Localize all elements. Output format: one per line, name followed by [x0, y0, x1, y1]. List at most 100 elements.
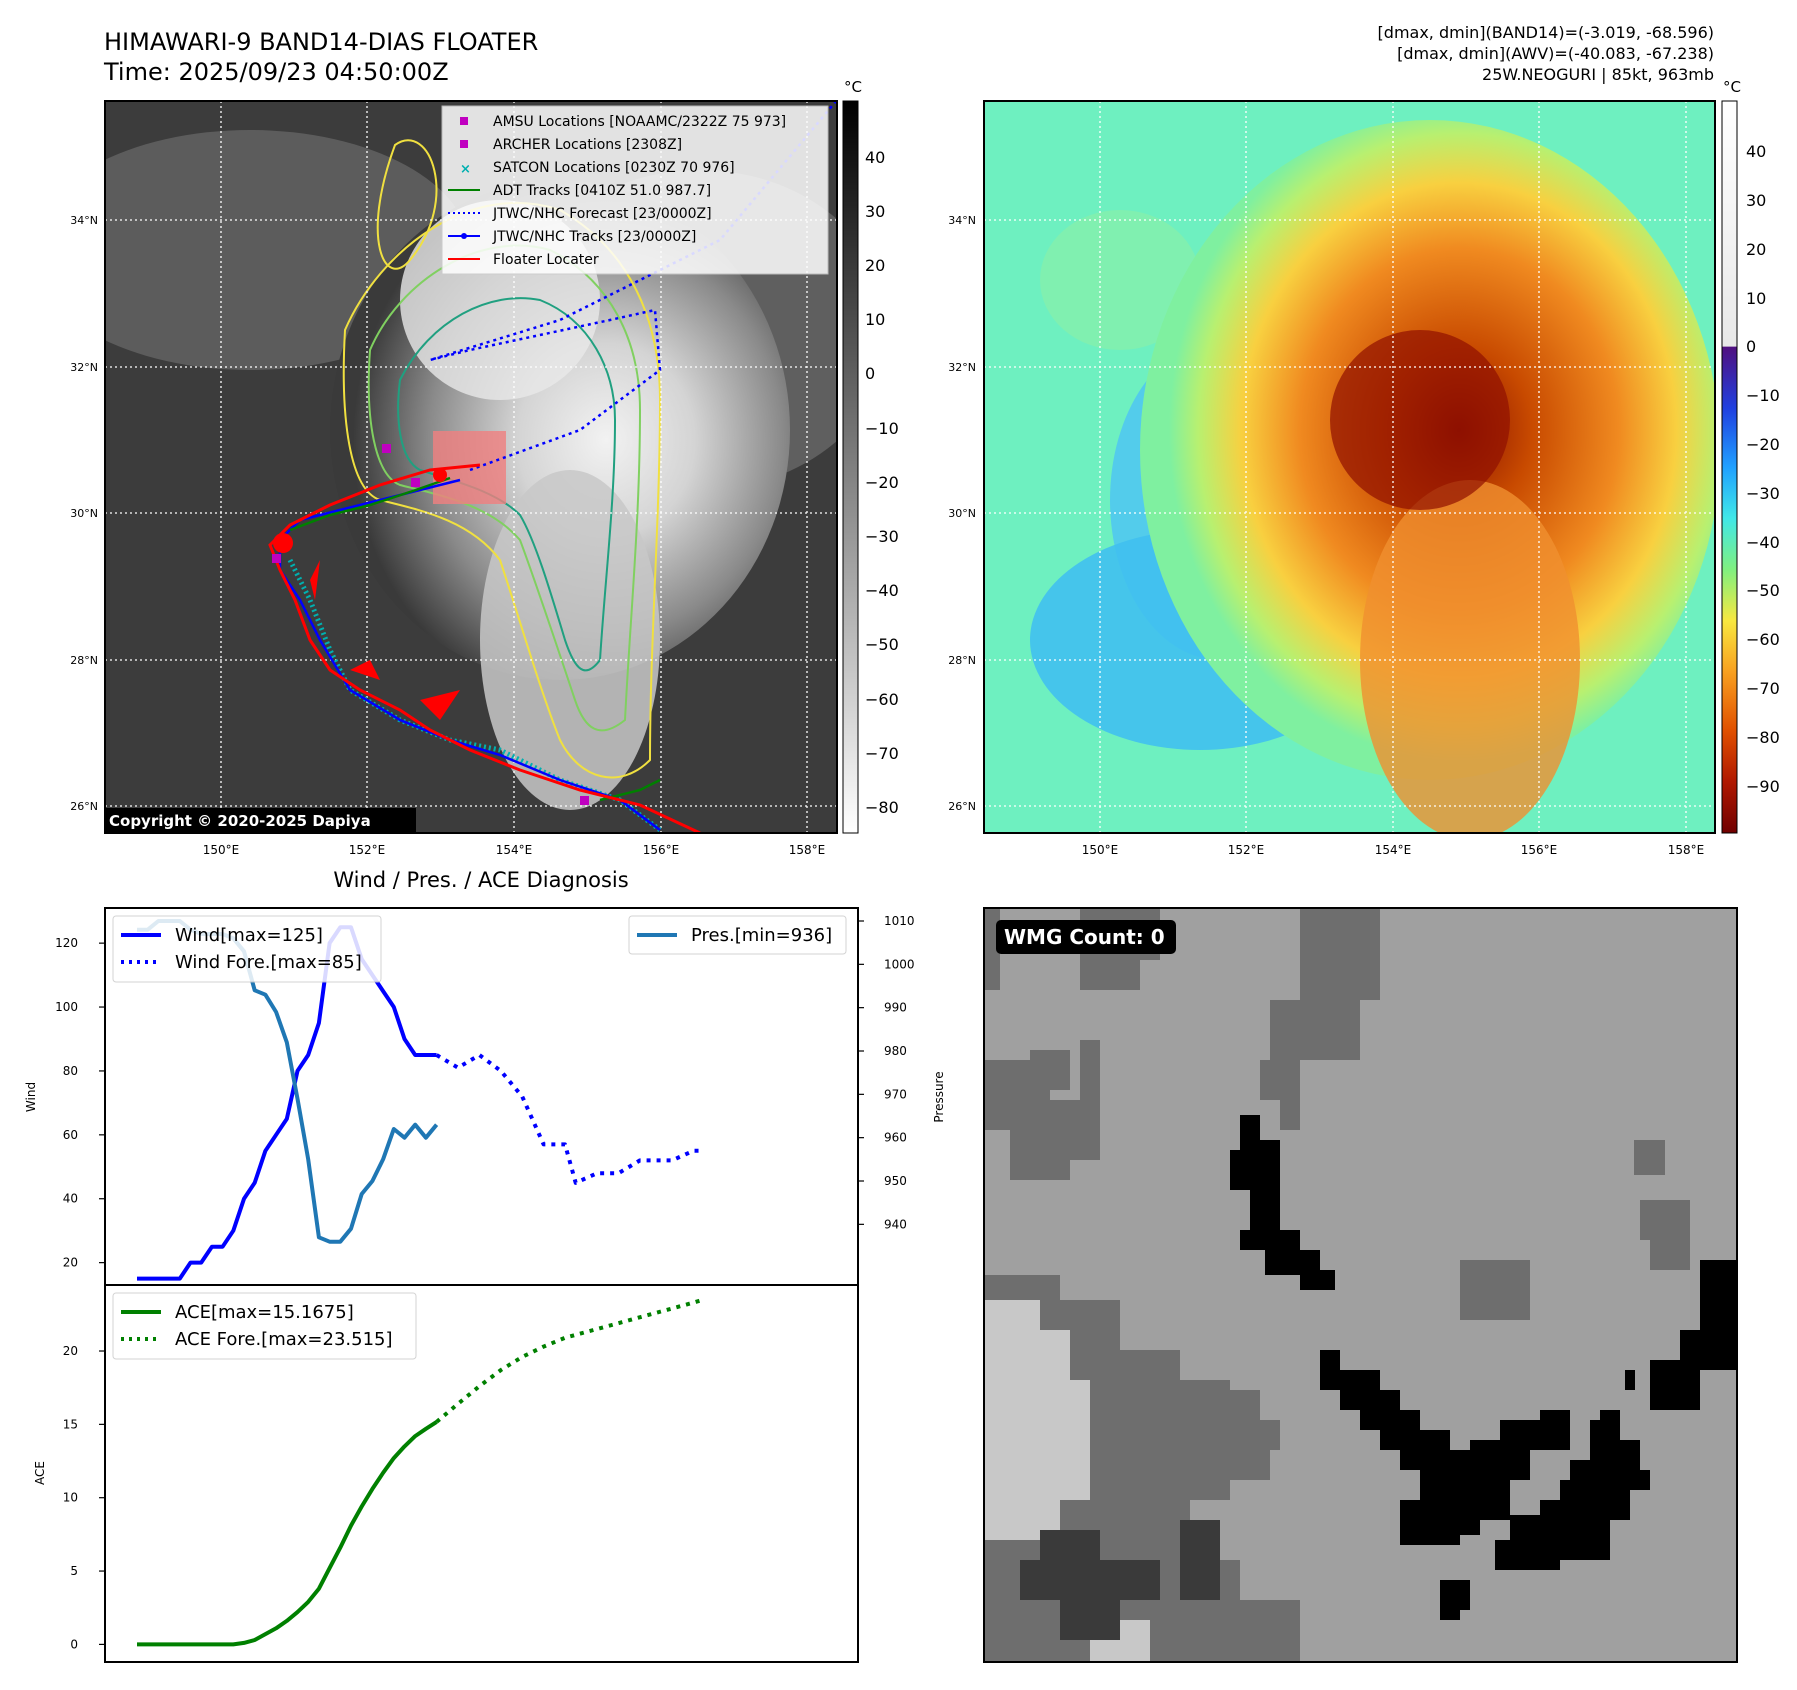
figure-time: Time: 2025/09/23 04:50:00Z [103, 58, 449, 86]
col-cb-tick-m20: −20 [1746, 435, 1780, 454]
floater-track [268, 463, 701, 833]
col-lon-154: 154°E [1375, 843, 1412, 857]
legend-amsu: AMSU Locations [NOAAMC/2322Z 75 973] [493, 114, 786, 130]
ace-tick-label: 0 [70, 1637, 78, 1651]
col-cb-tick-40: 40 [1746, 142, 1766, 161]
copyright: Copyright © 2020-2025 Dapiya [109, 812, 371, 830]
col-cb-tick-m90: −90 [1746, 777, 1780, 796]
pressure-tick-label: 950 [884, 1174, 907, 1188]
ace-tick-label: 10 [63, 1491, 78, 1505]
color-colorbar [1721, 100, 1738, 834]
ace-line [137, 1420, 438, 1647]
pressure-axis-label: Pressure [932, 1071, 946, 1122]
pressure-legend: Pres.[min=936] [628, 915, 847, 955]
archer-marker [460, 140, 468, 148]
col-lat-30: 30°N [948, 507, 976, 520]
jtwc-track [278, 478, 661, 831]
ir-lon-154: 154°E [496, 843, 533, 857]
ir-colorbar-unit: °C [844, 78, 862, 96]
col-cb-tick-20: 20 [1746, 240, 1766, 259]
amsu-marker [460, 117, 468, 125]
color-colorbar-unit: °C [1723, 78, 1741, 96]
ir-cb-tick-m60: −60 [865, 690, 899, 709]
legend-adt: ADT Tracks [0410Z 51.0 987.7] [493, 183, 711, 199]
ace-tick-label: 20 [63, 1344, 78, 1358]
col-lon-152: 152°E [1228, 843, 1265, 857]
info-storm: 25W.NEOGURI | 85kt, 963mb [1482, 65, 1714, 84]
wind-tick-label: 120 [55, 936, 78, 950]
ir-cb-tick-m80: −80 [865, 798, 899, 817]
legend-archer: ARCHER Locations [2308Z] [493, 137, 682, 153]
ir-lon-150: 150°E [203, 843, 240, 857]
ir-cb-tick-m40: −40 [865, 581, 899, 600]
col-cb-tick-m70: −70 [1746, 679, 1780, 698]
col-lon-150: 150°E [1082, 843, 1119, 857]
legend-ace: ACE[max=15.1675] [175, 1302, 354, 1323]
wind-line [137, 925, 437, 1281]
ir-lat-32: 32°N [70, 361, 98, 374]
col-lon-158: 158°E [1668, 843, 1705, 857]
ir-cb-tick-0: 0 [865, 364, 875, 383]
wind-pressure-panel: 20 40 60 80 100 120 940 950 960 970 980 990 1000 1010… [24, 907, 946, 1286]
ir-cb-tick-m10: −10 [865, 419, 899, 438]
col-cb-tick-10: 10 [1746, 289, 1766, 308]
legend-wind: Wind[max=125] [175, 925, 323, 946]
pressure-tick-label: 980 [884, 1044, 907, 1058]
wind-tick-label: 80 [63, 1064, 78, 1078]
pressure-tick-label: 960 [884, 1131, 907, 1145]
col-lat-32: 32°N [948, 361, 976, 374]
col-cb-tick-m40: −40 [1746, 533, 1780, 552]
jtwc-forecast-track [429, 101, 837, 472]
copyright-box [105, 808, 416, 832]
ace-tick-label: 15 [63, 1417, 78, 1431]
ir-lat-30: 30°N [70, 507, 98, 520]
col-lat-34: 34°N [948, 214, 976, 227]
ir-cb-tick-m50: −50 [865, 635, 899, 654]
satcon-marker: × [460, 162, 471, 177]
legend-pressure: Pres.[min=936] [691, 925, 832, 946]
wind-tick-label: 100 [55, 1000, 78, 1014]
ir-cb-tick-20: 20 [865, 256, 885, 275]
legend-ace-fore: ACE Fore.[max=23.515] [175, 1329, 393, 1350]
wind-tick-label: 60 [63, 1128, 78, 1142]
col-cb-tick-m30: −30 [1746, 484, 1780, 503]
info-awv: [dmax, dmin](AWV)=(-40.083, -67.238) [1397, 44, 1714, 63]
col-lon-156: 156°E [1521, 843, 1558, 857]
legend-jtwc: JTWC/NHC Tracks [23/0000Z] [492, 229, 696, 245]
color-map: 34°N 32°N 30°N 28°N 26°N 150°E 152°E 154… [948, 78, 1780, 857]
ir-cb-tick-30: 30 [865, 202, 885, 221]
info-band14: [dmax, dmin](BAND14)=(-3.019, -68.596) [1378, 23, 1714, 42]
ir-lat-34: 34°N [70, 214, 98, 227]
col-cb-tick-m50: −50 [1746, 581, 1780, 600]
ir-cb-tick-40: 40 [865, 148, 885, 167]
ir-lon-158: 158°E [789, 843, 826, 857]
ir-lon-156: 156°E [643, 843, 680, 857]
ace-forecast-line [435, 1297, 705, 1424]
wmg-panel: WMG Count: 0 [983, 907, 1738, 1663]
col-cb-tick-m10: −10 [1746, 386, 1780, 405]
ir-colorbar [842, 100, 859, 834]
col-cb-tick-m60: −60 [1746, 630, 1780, 649]
pressure-tick-label: 990 [884, 1001, 907, 1015]
adt-track [289, 476, 451, 532]
legend-forecast: JTWC/NHC Forecast [23/0000Z] [492, 206, 712, 222]
ir-cb-tick-m70: −70 [865, 744, 899, 763]
ir-lat-28: 28°N [70, 654, 98, 667]
ace-tick-label: 5 [70, 1564, 78, 1578]
pressure-tick-label: 1000 [884, 957, 915, 971]
col-cb-tick-0: 0 [1746, 337, 1756, 356]
legend-wind-fore: Wind Fore.[max=85] [175, 952, 362, 973]
diagnosis-title: Wind / Pres. / ACE Diagnosis [333, 868, 628, 892]
ace-axis-label: ACE [33, 1461, 47, 1485]
col-lat-26: 26°N [948, 800, 976, 813]
ir-cb-tick-m30: −30 [865, 527, 899, 546]
wind-axis-label: Wind [24, 1082, 38, 1112]
wind-tick-label: 20 [63, 1256, 78, 1270]
pressure-tick-label: 1010 [884, 914, 915, 928]
legend-floater: Floater Locater [493, 252, 599, 268]
ace-panel: 0 5 10 15 20 ACE ACE[max=15.1675] ACE Fore.[… [33, 1284, 859, 1663]
col-cb-tick-30: 30 [1746, 191, 1766, 210]
ir-map: AMSU Locations [NOAAMC/2322Z 75 973] ARC… [70, 78, 899, 857]
figure-title: HIMAWARI-9 BAND14-DIAS FLOATER [104, 28, 538, 56]
pressure-tick-label: 940 [884, 1217, 907, 1231]
